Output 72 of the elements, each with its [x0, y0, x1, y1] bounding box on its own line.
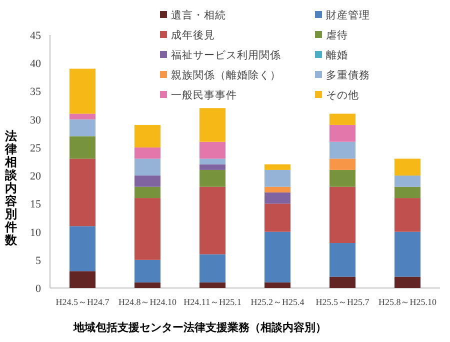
bar	[264, 204, 290, 232]
bar	[330, 124, 356, 142]
legend-label: 虐待	[326, 28, 348, 42]
bar	[264, 282, 290, 288]
bar	[134, 260, 160, 282]
legend-label: 成年後見	[171, 28, 215, 42]
y-tick-label: 40	[30, 58, 42, 70]
text: 法律相談内容別件数	[5, 129, 17, 247]
x-tick-label: H25.5～H25.7	[316, 297, 370, 307]
bar	[200, 282, 226, 288]
bar	[330, 158, 356, 170]
bar	[200, 170, 226, 187]
y-tick-label: 15	[30, 198, 42, 211]
legend-label: 福祉サービス利用関係	[171, 48, 281, 62]
legend-label: 財産管理	[326, 8, 370, 22]
bar	[134, 186, 160, 198]
bar	[330, 276, 356, 288]
y-tick-label: 25	[30, 142, 42, 154]
bar	[134, 282, 160, 288]
bar	[200, 108, 226, 142]
bar	[394, 186, 420, 198]
x-tick-label: H25.8～H25.10	[378, 297, 437, 307]
bar	[200, 158, 226, 164]
bar	[330, 186, 356, 244]
bar	[264, 164, 290, 170]
y-tick-label: 35	[30, 86, 42, 98]
bar	[70, 68, 96, 114]
bar	[134, 158, 160, 176]
bar	[70, 119, 96, 136]
bar	[70, 226, 96, 272]
x-tick-label: H24.8～H24.10	[118, 297, 177, 307]
bar	[330, 170, 356, 187]
bar	[394, 176, 420, 187]
bar	[394, 198, 420, 232]
bar	[330, 243, 356, 277]
x-tick-label: H24.11～H25.1	[184, 297, 242, 307]
legend-label: 一般民事事件	[171, 88, 237, 102]
y-tick-label: 45	[30, 30, 42, 42]
y-tick-label: 20	[30, 170, 42, 183]
bar	[394, 276, 420, 288]
bar	[134, 198, 160, 260]
x-tick-label: H25.2～H25.4	[250, 297, 305, 307]
bar	[200, 142, 226, 159]
bar	[200, 164, 226, 170]
bar	[264, 170, 290, 187]
x-tick-label: H24.5～H24.7	[56, 297, 110, 307]
bar	[394, 232, 420, 277]
bar	[330, 142, 356, 159]
bar	[134, 124, 160, 148]
legend-label: その他	[326, 90, 359, 102]
bar	[330, 114, 356, 125]
bar	[264, 232, 290, 282]
bar	[70, 114, 96, 120]
legend-label: 親族関係（離婚除く）	[171, 68, 281, 82]
bar	[200, 186, 226, 254]
bar	[134, 147, 160, 159]
bar	[264, 186, 290, 192]
bar	[70, 158, 96, 226]
bar	[70, 271, 96, 288]
legend-label: 遺言・相続	[171, 8, 226, 22]
bar	[264, 192, 290, 204]
bar	[70, 136, 96, 159]
y-tick-label: 0	[36, 283, 42, 295]
legend-label: 離婚	[326, 50, 348, 62]
legend-label: 多重債務	[326, 68, 370, 82]
bar	[200, 254, 226, 282]
y-tick-label: 10	[30, 226, 42, 239]
bar	[394, 158, 420, 176]
bar	[134, 176, 160, 187]
x-axis-title: 地域包括支援センター法律支援業務（相談内容別）	[72, 321, 326, 334]
y-tick-label: 5	[36, 254, 42, 267]
y-tick-label: 30	[30, 114, 42, 126]
